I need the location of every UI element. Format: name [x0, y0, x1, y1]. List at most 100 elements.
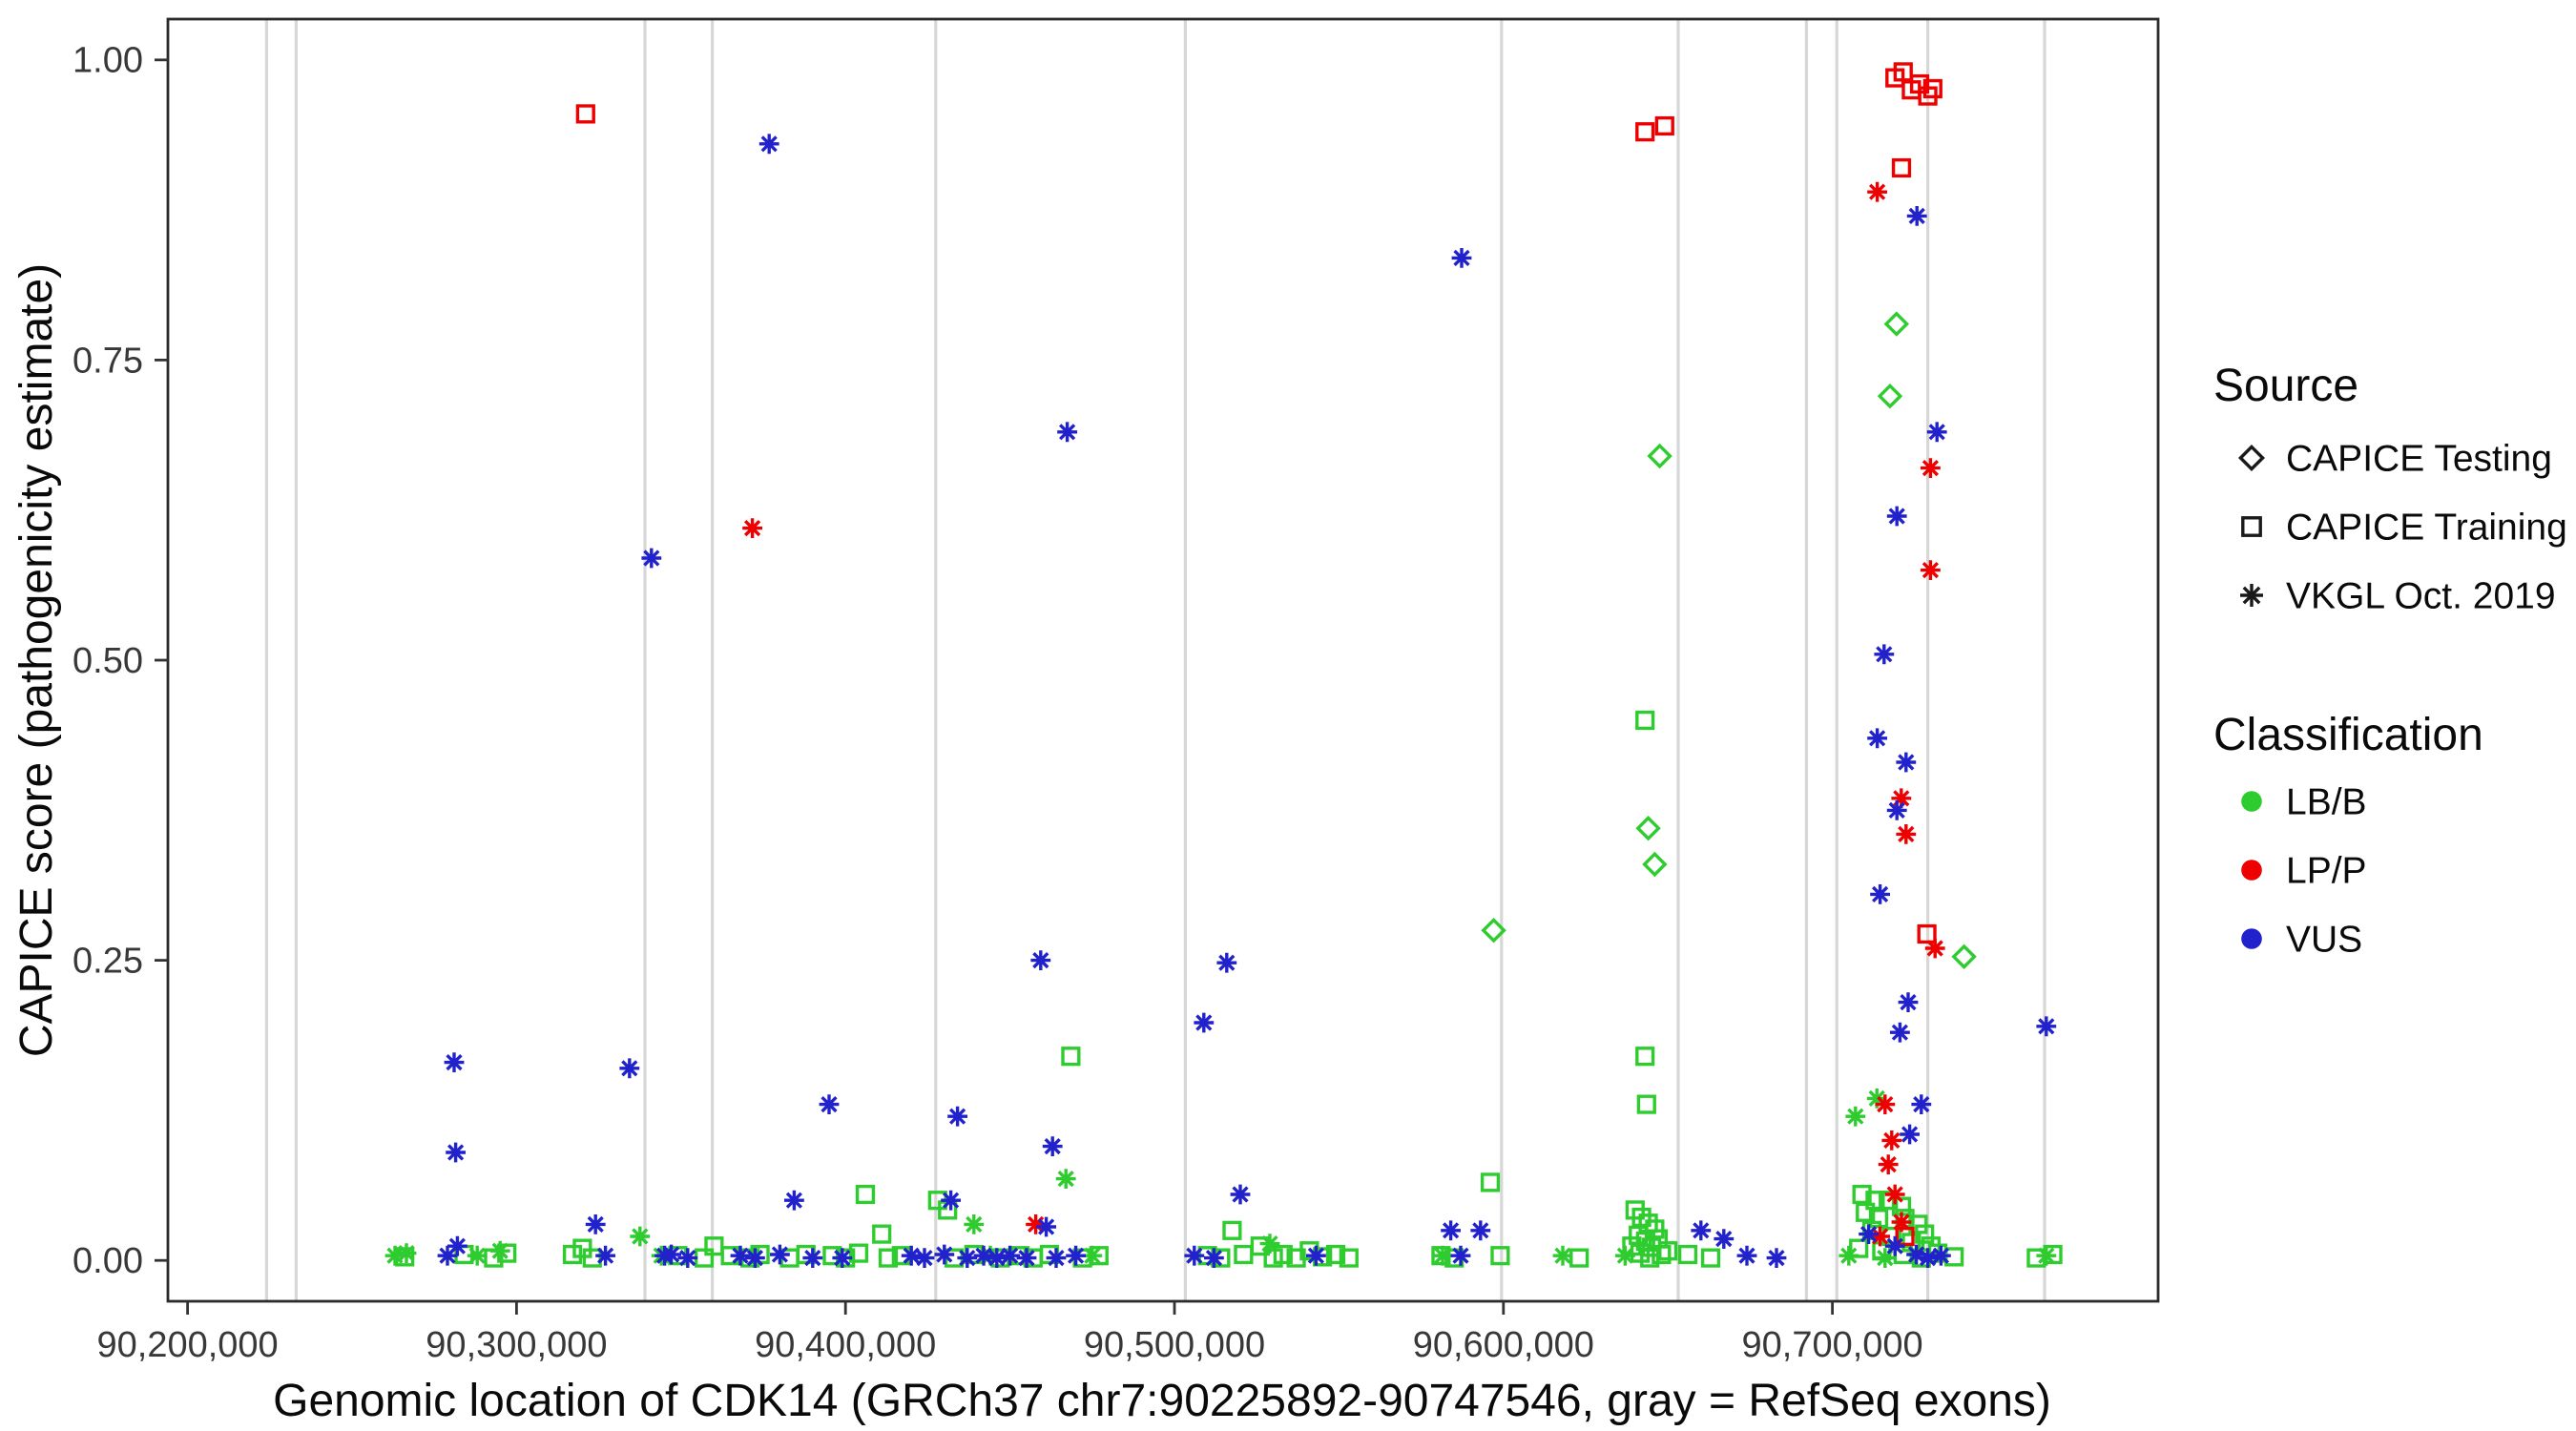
point-asterisk-LPP [1921, 560, 1941, 580]
point-square-LBB [1856, 1202, 1876, 1222]
point-square-LPP [1917, 923, 1937, 944]
point-square-LPP [1635, 122, 1655, 142]
point-square-LBB [1480, 1172, 1501, 1192]
point-asterisk-VUS [1216, 952, 1237, 973]
point-asterisk-LBB [964, 1214, 985, 1234]
point-asterisk-VUS [1000, 1245, 1020, 1266]
point-asterisk-VUS [1918, 1248, 1938, 1268]
legend-source-label-testing: CAPICE Testing [2286, 438, 2552, 479]
point-asterisk-VUS [1691, 1220, 1712, 1241]
point-asterisk-LPP [1867, 181, 1887, 202]
x-tick-label: 90,300,000 [426, 1325, 607, 1365]
x-tick-label: 90,400,000 [755, 1325, 936, 1365]
point-square-LBB [704, 1236, 724, 1256]
point-asterisk-VUS [1859, 1224, 1879, 1244]
point-diamond-LBB [1635, 815, 1661, 841]
point-square-LPP [1891, 157, 1912, 178]
legend-classification-title: Classification [2213, 710, 2483, 760]
point-asterisk-VUS [1042, 1136, 1063, 1156]
point-asterisk-VUS [941, 1190, 961, 1211]
point-square-LBB [848, 1243, 869, 1263]
vus-dot-icon [2241, 928, 2262, 949]
point-asterisk-VUS [447, 1235, 467, 1256]
point-asterisk-LPP [1921, 458, 1941, 478]
x-tick-label: 90,200,000 [97, 1325, 279, 1365]
point-asterisk-VUS [1046, 1248, 1067, 1268]
point-asterisk-VUS [1874, 644, 1895, 665]
point-square-LBB [1234, 1244, 1254, 1265]
point-asterisk-VUS [1470, 1220, 1491, 1241]
point-asterisk-VUS [1066, 1245, 1086, 1266]
point-asterisk-LPP [1875, 1094, 1896, 1114]
point-asterisk-VUS [1886, 800, 1907, 820]
x-tick-label: 90,700,000 [1742, 1325, 1923, 1365]
point-asterisk-LBB [1432, 1245, 1453, 1266]
point-asterisk-VUS [661, 1244, 681, 1265]
point-asterisk-VUS [1884, 1235, 1905, 1256]
point-square-LBB [1648, 1229, 1669, 1249]
point-asterisk-VUS [957, 1248, 978, 1268]
legend-classification-label-vus: VUS [2286, 919, 2362, 960]
point-asterisk-VUS [1870, 884, 1890, 904]
point-asterisk-VUS [1911, 1094, 1932, 1114]
legend-classification-label-lbb: LB/B [2286, 781, 2367, 822]
asterisk-icon [2240, 584, 2263, 607]
point-asterisk-VUS [901, 1245, 922, 1266]
point-asterisk-VUS [784, 1190, 804, 1211]
point-square-LBB [1061, 1047, 1081, 1067]
x-tick-label: 90,500,000 [1084, 1325, 1265, 1365]
point-asterisk-VUS [1900, 1124, 1920, 1145]
point-asterisk-VUS [619, 1058, 640, 1079]
point-asterisk-LBB [1839, 1245, 1859, 1266]
point-asterisk-VUS [1906, 1244, 1926, 1265]
point-square-LBB [1700, 1248, 1721, 1268]
lpp-dot-icon [2241, 860, 2262, 881]
x-axis-title: Genomic location of CDK14 (GRCh37 chr7:9… [273, 1376, 2051, 1426]
legend-item-vus: VUS [2241, 919, 2362, 960]
point-asterisk-VUS [1450, 1245, 1471, 1266]
point-asterisk-LPP [742, 518, 762, 538]
point-square-LBB [1636, 1094, 1656, 1114]
point-asterisk-VUS [1036, 1216, 1056, 1237]
point-asterisk-VUS [1204, 1248, 1224, 1268]
point-asterisk-VUS [1441, 1220, 1461, 1241]
point-square-LBB [562, 1244, 583, 1265]
exons-group [264, 19, 2046, 1301]
point-asterisk-VUS [758, 134, 779, 155]
legend-item-vkgl: VKGL Oct. 2019 [2240, 575, 2556, 616]
point-asterisk-VUS [1306, 1245, 1326, 1266]
point-asterisk-VUS [437, 1245, 458, 1266]
point-square-LBB [878, 1248, 899, 1268]
point-square-LBB [694, 1248, 715, 1268]
point-asterisk-VUS [1030, 950, 1051, 970]
point-asterisk-VUS [832, 1248, 853, 1268]
point-asterisk-LBB [630, 1226, 651, 1247]
point-asterisk-VUS [446, 1142, 466, 1163]
point-asterisk-LBB [1615, 1245, 1635, 1266]
point-square-LPP [1895, 1226, 1915, 1247]
point-asterisk-LBB [1845, 1106, 1866, 1127]
panel-border [166, 17, 2160, 1303]
legend-item-lpp: LP/P [2241, 850, 2367, 891]
y-tick-label: 0.00 [73, 1241, 143, 1281]
point-asterisk-VUS [1896, 752, 1917, 773]
point-square-LBB [1865, 1191, 1885, 1211]
point-asterisk-VUS [2036, 1016, 2057, 1037]
point-square-LBB [1569, 1248, 1589, 1268]
point-asterisk-VUS [934, 1244, 955, 1265]
point-asterisk-LBB [1552, 1245, 1573, 1266]
point-square-LPP [1654, 115, 1674, 136]
legend-item-capice-training: CAPICE Training [2241, 507, 2567, 548]
point-asterisk-VUS [1451, 248, 1472, 268]
point-asterisk-VUS [1184, 1245, 1205, 1266]
point-asterisk-LBB [1875, 1248, 1896, 1268]
y-tick-label: 1.00 [73, 41, 143, 81]
point-asterisk-VUS [585, 1214, 606, 1234]
square-icon [2241, 516, 2262, 537]
point-square-LBB [1658, 1241, 1678, 1261]
point-asterisk-VUS [987, 1248, 1008, 1268]
point-asterisk-VUS [1230, 1184, 1251, 1205]
point-asterisk-LBB [1259, 1234, 1280, 1254]
point-asterisk-VUS [1886, 506, 1907, 527]
